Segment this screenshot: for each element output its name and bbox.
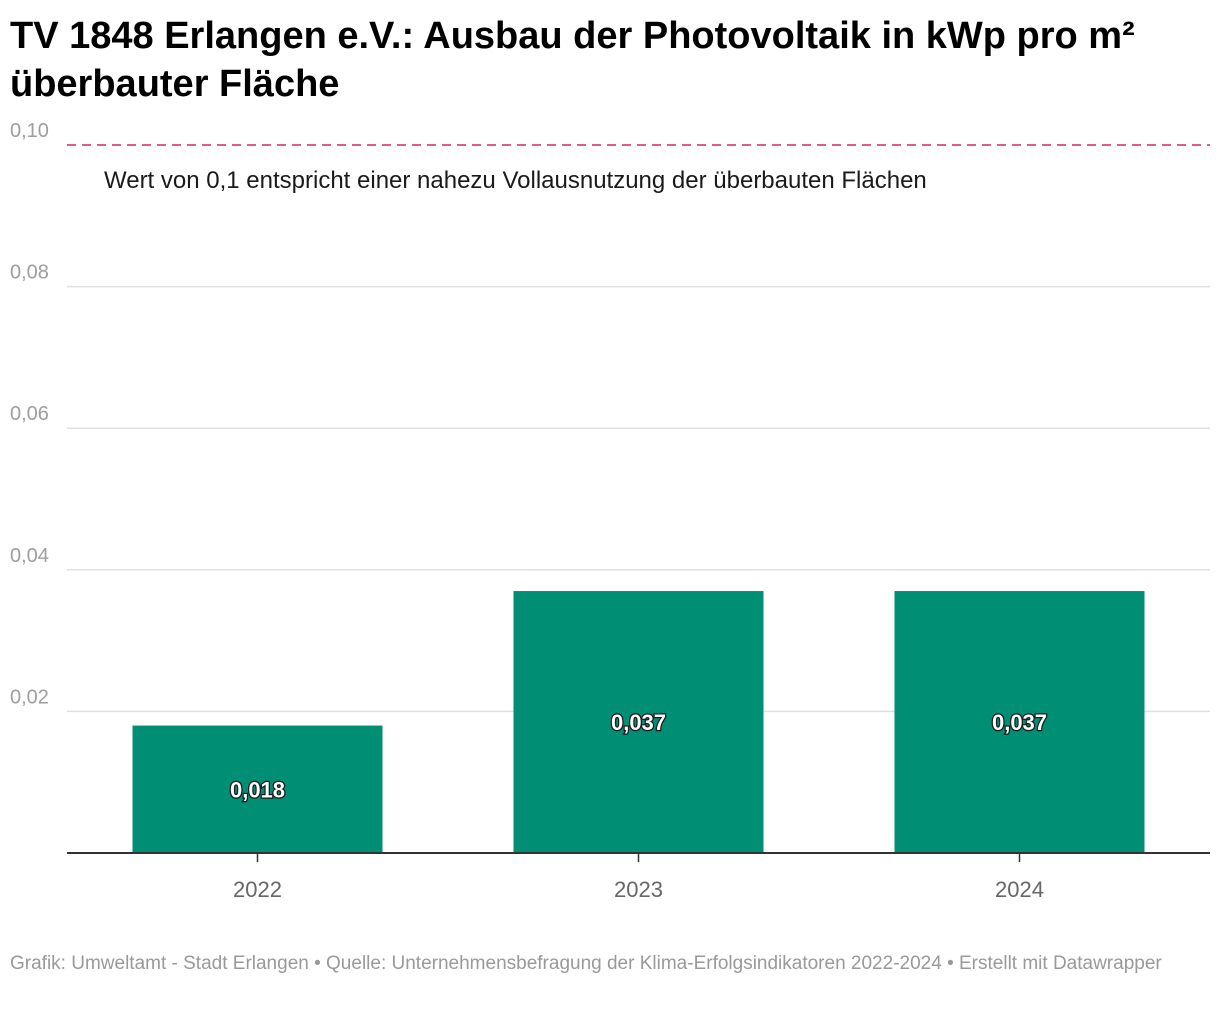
x-axis: 2022 2023 2024: [67, 852, 1210, 902]
y-tick-label: 0,04: [10, 545, 49, 567]
x-tick-label: 2024: [995, 877, 1044, 902]
bar-value-label: 0,018: [230, 777, 285, 802]
bars: 0,018 0,037 0,037: [132, 591, 1145, 853]
bar: [132, 725, 383, 853]
x-tick-label: 2022: [233, 877, 282, 902]
source-footer: Grafik: Umweltamt - Stadt Erlangen • Que…: [10, 953, 1162, 974]
reference-annotation: Wert von 0,1 entspricht einer nahezu Vol…: [104, 167, 927, 194]
chart-title: TV 1848 Erlangen e.V.: Ausbau der Photov…: [10, 15, 1135, 105]
y-axis-tick-labels: 0,02 0,04 0,06 0,08 0,10: [10, 120, 49, 708]
y-tick-label: 0,02: [10, 686, 49, 708]
reference-line-group: Wert von 0,1 entspricht einer nahezu Vol…: [67, 144, 1210, 194]
bar-value-label: 0,037: [992, 710, 1047, 735]
y-tick-label: 0,10: [10, 120, 49, 142]
bar-chart: 0,02 0,04 0,06 0,08 0,10 Wert von 0,1 entspr…: [10, 120, 1210, 902]
x-tick-label: 2023: [614, 877, 663, 902]
bar: [894, 591, 1145, 853]
bar: [513, 591, 764, 853]
bar-value-label: 0,037: [611, 710, 666, 735]
y-tick-label: 0,08: [10, 262, 49, 284]
y-tick-label: 0,06: [10, 403, 49, 425]
